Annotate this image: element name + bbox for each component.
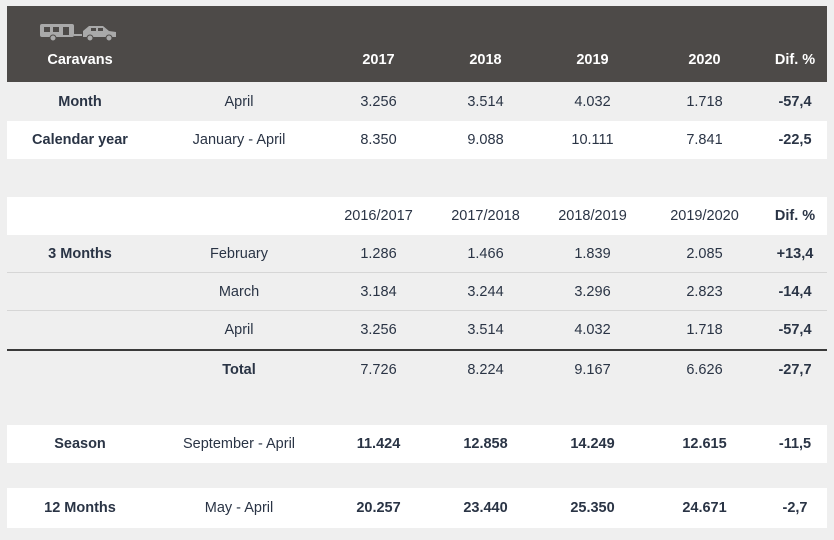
cell: 3.256 [360,322,397,338]
diff-cell: -57,4 [778,93,812,110]
cell: 3.296 [574,283,611,300]
cell: 1.466 [467,245,504,262]
header-year: 2017 [362,52,395,68]
cell: 3.244 [467,283,504,300]
row-label: 3 Months [48,245,112,262]
cell: 1.718 [686,93,723,110]
cell: 8.350 [360,132,397,148]
cell: 3.184 [360,283,397,300]
table-header: Caravans 2017 2018 2019 2020 Dif. % [7,6,827,82]
total-label: Total [222,361,256,378]
row-divider [7,310,827,311]
row-period: April [224,93,254,110]
total-row: Total 7.726 8.224 9.167 6.626 -27,7 [7,351,827,388]
table-row: 12 Months May - April 20.257 23.440 25.3… [7,488,827,528]
diff-cell: -11,5 [778,436,812,452]
header-season: 2017/2018 [451,208,520,224]
header-diff: Dif. % [774,208,816,224]
cell: 24.671 [682,500,727,516]
table-row: March 3.184 3.244 3.296 2.823 -14,4 [7,273,827,310]
season-header-row: 2016/2017 2017/2018 2018/2019 2019/2020 … [7,197,827,235]
row-period: February [209,245,269,262]
header-season: 2016/2017 [344,208,413,224]
cell: 4.032 [574,322,611,338]
cell: 8.224 [467,361,504,378]
cell: 3.256 [360,93,397,110]
vehicle-icons [39,22,119,47]
cell: 1.286 [360,245,397,262]
header-year: 2020 [688,52,721,68]
table-row: Season September - April 11.424 12.858 1… [7,425,827,463]
cell: 9.167 [574,361,611,378]
header-season: 2018/2019 [558,208,627,224]
diff-cell: -22,5 [778,132,812,148]
row-period: April [224,322,254,338]
row-period: March [218,283,260,300]
table-row: Calendar year January - April 8.350 9.08… [7,121,827,159]
cell: 4.032 [574,93,611,110]
diff-cell: +13,4 [776,245,814,262]
row-period: September - April [182,436,296,452]
cell: 2.823 [686,283,723,300]
row-divider [7,272,827,273]
table-row: 3 Months February 1.286 1.466 1.839 2.08… [7,235,827,272]
cell: 3.514 [467,93,504,110]
row-period: May - April [204,500,274,516]
header-diff: Dif. % [774,52,816,68]
cell: 3.514 [467,322,504,338]
cell: 7.726 [360,361,397,378]
header-year: 2019 [576,52,609,68]
row-label: Month [58,93,102,110]
row-label: Season [54,436,106,452]
diff-cell: -57,4 [778,322,812,338]
header-season: 2019/2020 [670,208,739,224]
header-title: Caravans [47,52,113,68]
cell: 25.350 [570,500,615,516]
cell: 9.088 [467,132,504,148]
cell: 20.257 [356,500,401,516]
row-label: 12 Months [44,500,116,516]
cell: 12.615 [682,436,727,452]
cell: 11.424 [356,436,401,452]
table-row: April 3.256 3.514 4.032 1.718 -57,4 [7,311,827,349]
cell: 7.841 [686,132,723,148]
total-divider [7,349,827,351]
cell: 12.858 [463,436,508,452]
diff-cell: -14,4 [778,283,812,300]
cell: 10.111 [571,132,614,148]
diff-cell: -2,7 [782,500,808,516]
row-period: January - April [192,132,286,148]
table-row: Month April 3.256 3.514 4.032 1.718 -57,… [7,82,827,121]
cell: 2.085 [686,245,723,262]
cell: 1.718 [686,322,723,338]
cell: 14.249 [570,436,615,452]
diff-cell: -27,7 [778,361,812,378]
header-year: 2018 [469,52,502,68]
cell: 6.626 [686,361,723,378]
caravan-icon [40,24,116,42]
cell: 23.440 [463,500,508,516]
cell: 1.839 [574,245,611,262]
row-label: Calendar year [32,132,128,148]
